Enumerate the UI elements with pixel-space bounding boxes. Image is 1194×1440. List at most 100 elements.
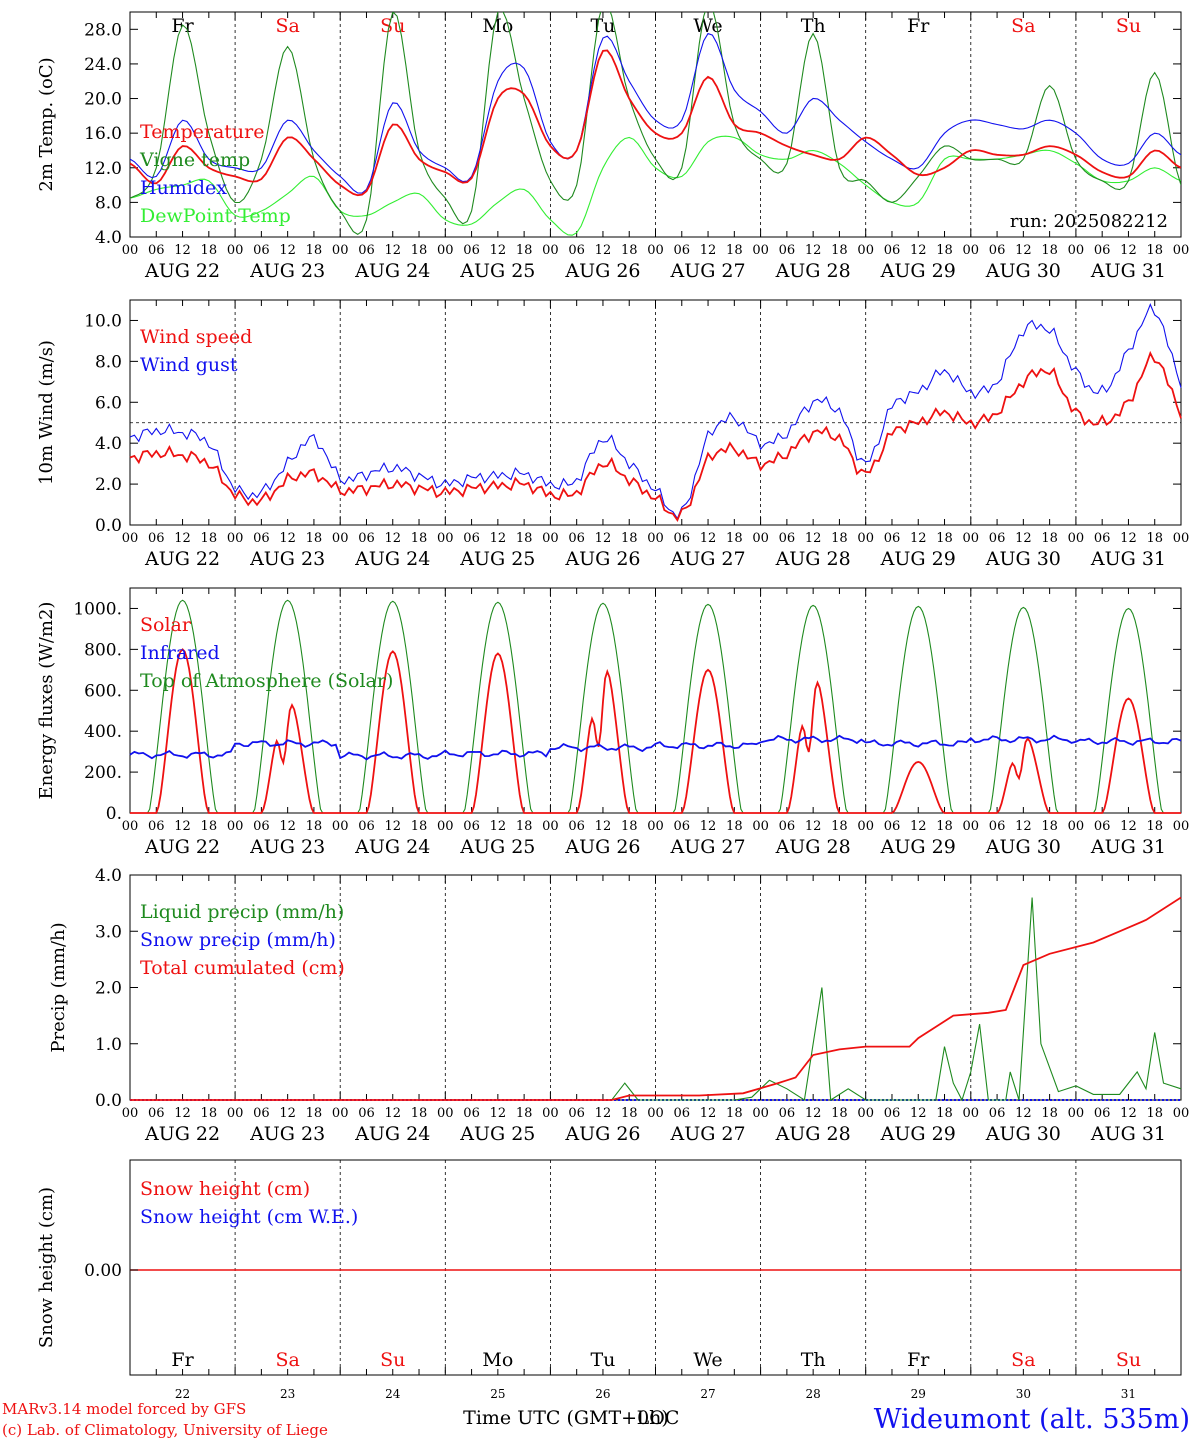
hour-label: 00	[227, 243, 244, 258]
day-name: Tu	[590, 15, 615, 37]
y-tick-label: 2.0	[95, 475, 122, 495]
y-tick-label: 400.	[84, 722, 122, 742]
hour-label: 06	[463, 531, 480, 546]
hour-label: 18	[726, 531, 743, 546]
hour-label: 00	[122, 819, 139, 834]
hour-label: 18	[201, 243, 218, 258]
hour-label: 18	[411, 243, 428, 258]
hour-label: 06	[674, 1106, 691, 1121]
y-tick-label: 600.	[84, 681, 122, 701]
series-line	[130, 49, 1181, 197]
date-label: AUG 26	[564, 260, 640, 282]
hour-label: 18	[201, 1106, 218, 1121]
date-label: AUG 26	[564, 836, 640, 858]
day-name: Fr	[907, 1349, 930, 1371]
hour-label: 06	[253, 1106, 270, 1121]
day-name: We	[693, 1349, 722, 1371]
series-line	[129, 350, 1182, 522]
hour-label: 06	[253, 819, 270, 834]
y-tick-label: 200.	[84, 763, 122, 783]
date-label: AUG 26	[564, 548, 640, 570]
date-label: AUG 27	[669, 836, 745, 858]
hour-label: 06	[253, 531, 270, 546]
hour-label: 06	[253, 243, 270, 258]
hour-label: 18	[831, 243, 848, 258]
date-label: AUG 31	[1090, 836, 1166, 858]
hour-label: 12	[805, 531, 822, 546]
hour-label: 06	[358, 243, 375, 258]
hour-label: 18	[621, 243, 638, 258]
hour-label: 18	[201, 819, 218, 834]
infrared-line	[129, 734, 1182, 761]
legend-entry: Infrared	[140, 642, 220, 664]
hour-label: 18	[306, 819, 323, 834]
day-name: Fr	[907, 15, 930, 37]
hour-label: 18	[1146, 531, 1163, 546]
hour-label: 06	[568, 819, 585, 834]
y-tick-label: 0.	[106, 804, 122, 824]
station-name: Wideumont (alt. 535m)	[874, 1404, 1190, 1435]
day-name: Mo	[482, 1349, 513, 1371]
hour-label: 00	[542, 819, 559, 834]
y-tick-label: 28.0	[84, 20, 122, 40]
hour-label: 18	[1146, 1106, 1163, 1121]
day-name: Sa	[275, 15, 299, 37]
hour-label: 18	[831, 531, 848, 546]
hour-label: 06	[989, 243, 1006, 258]
hour-label: 06	[779, 1106, 796, 1121]
hour-label: 00	[963, 1106, 980, 1121]
hour-label: 18	[516, 243, 533, 258]
hour-label: 12	[1015, 1106, 1032, 1121]
hour-label: 00	[752, 819, 769, 834]
hour-label: 12	[384, 819, 401, 834]
day-number: 30	[1016, 1387, 1031, 1401]
day-number: 31	[1121, 1387, 1136, 1401]
hour-label: 06	[148, 531, 165, 546]
hour-label: 18	[411, 1106, 428, 1121]
y-tick-label: 10.0	[84, 311, 122, 331]
day-name: Su	[1116, 15, 1141, 37]
legend-entry: Wind gust	[140, 354, 238, 376]
hour-label: 12	[595, 819, 612, 834]
hour-label: 00	[437, 243, 454, 258]
hour-label: 12	[805, 1106, 822, 1121]
hour-label: 00	[122, 531, 139, 546]
hour-label: 12	[490, 531, 507, 546]
hour-label: 00	[542, 1106, 559, 1121]
hour-label: 18	[306, 531, 323, 546]
legend-entry: DewPoint Temp	[140, 205, 291, 227]
hour-label: 06	[779, 531, 796, 546]
y-axis-label: Snow height (cm)	[36, 1187, 57, 1348]
hour-label: 18	[936, 819, 953, 834]
date-label: AUG 31	[1090, 260, 1166, 282]
hour-label: 00	[542, 531, 559, 546]
date-label: AUG 23	[249, 260, 325, 282]
hour-label: 12	[910, 819, 927, 834]
hour-label: 06	[358, 531, 375, 546]
hour-label: 12	[279, 243, 296, 258]
day-name: Mo	[482, 15, 513, 37]
y-tick-label: 4.0	[95, 434, 122, 454]
hour-label: 06	[779, 243, 796, 258]
hour-label: 12	[700, 1106, 717, 1121]
y-tick-label: 0.00	[84, 1261, 122, 1281]
date-label: AUG 22	[144, 836, 220, 858]
y-tick-label: 20.0	[84, 90, 122, 110]
model-credit: MARv3.14 model forced by GFS	[2, 1400, 246, 1418]
hour-label: 12	[174, 1106, 191, 1121]
series-line	[130, 135, 1181, 236]
y-tick-label: 6.0	[95, 393, 122, 413]
hour-label: 12	[279, 531, 296, 546]
hour-label: 00	[332, 531, 349, 546]
hour-label: 00	[1173, 1106, 1190, 1121]
date-label: AUG 29	[880, 1123, 956, 1145]
hour-label: 06	[989, 531, 1006, 546]
solar-line	[130, 648, 1181, 814]
date-label: AUG 30	[985, 260, 1061, 282]
legend-entry: Wind speed	[140, 326, 252, 348]
y-axis-label: Precip (mm/h)	[48, 922, 69, 1052]
day-name: Su	[1116, 1349, 1141, 1371]
date-label: AUG 29	[880, 836, 956, 858]
hour-label: 06	[1094, 1106, 1111, 1121]
